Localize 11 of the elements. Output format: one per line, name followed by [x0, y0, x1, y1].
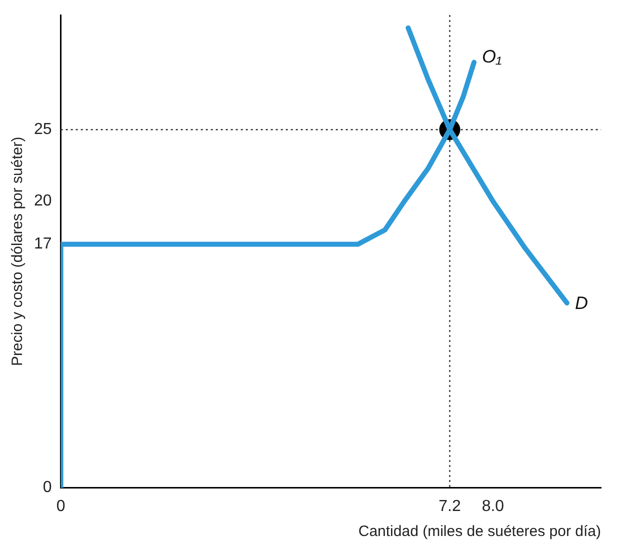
- y-axis-title: Precio y costo (dólares por suéter): [9, 136, 26, 366]
- series-label: D: [574, 292, 588, 313]
- y-tick-label: 17: [34, 236, 52, 253]
- y-tick-label: 0: [42, 479, 52, 496]
- x-axis-title: Cantidad (miles de suéteres por día): [358, 523, 601, 540]
- y-tick-label: 25: [34, 121, 52, 138]
- x-tick-label: 7.2: [438, 498, 461, 515]
- y-tick-label: 20: [34, 192, 52, 210]
- series-label: O₁: [482, 46, 502, 66]
- x-tick-label: 0: [56, 498, 66, 515]
- x-tick-label: 8.0: [482, 498, 504, 515]
